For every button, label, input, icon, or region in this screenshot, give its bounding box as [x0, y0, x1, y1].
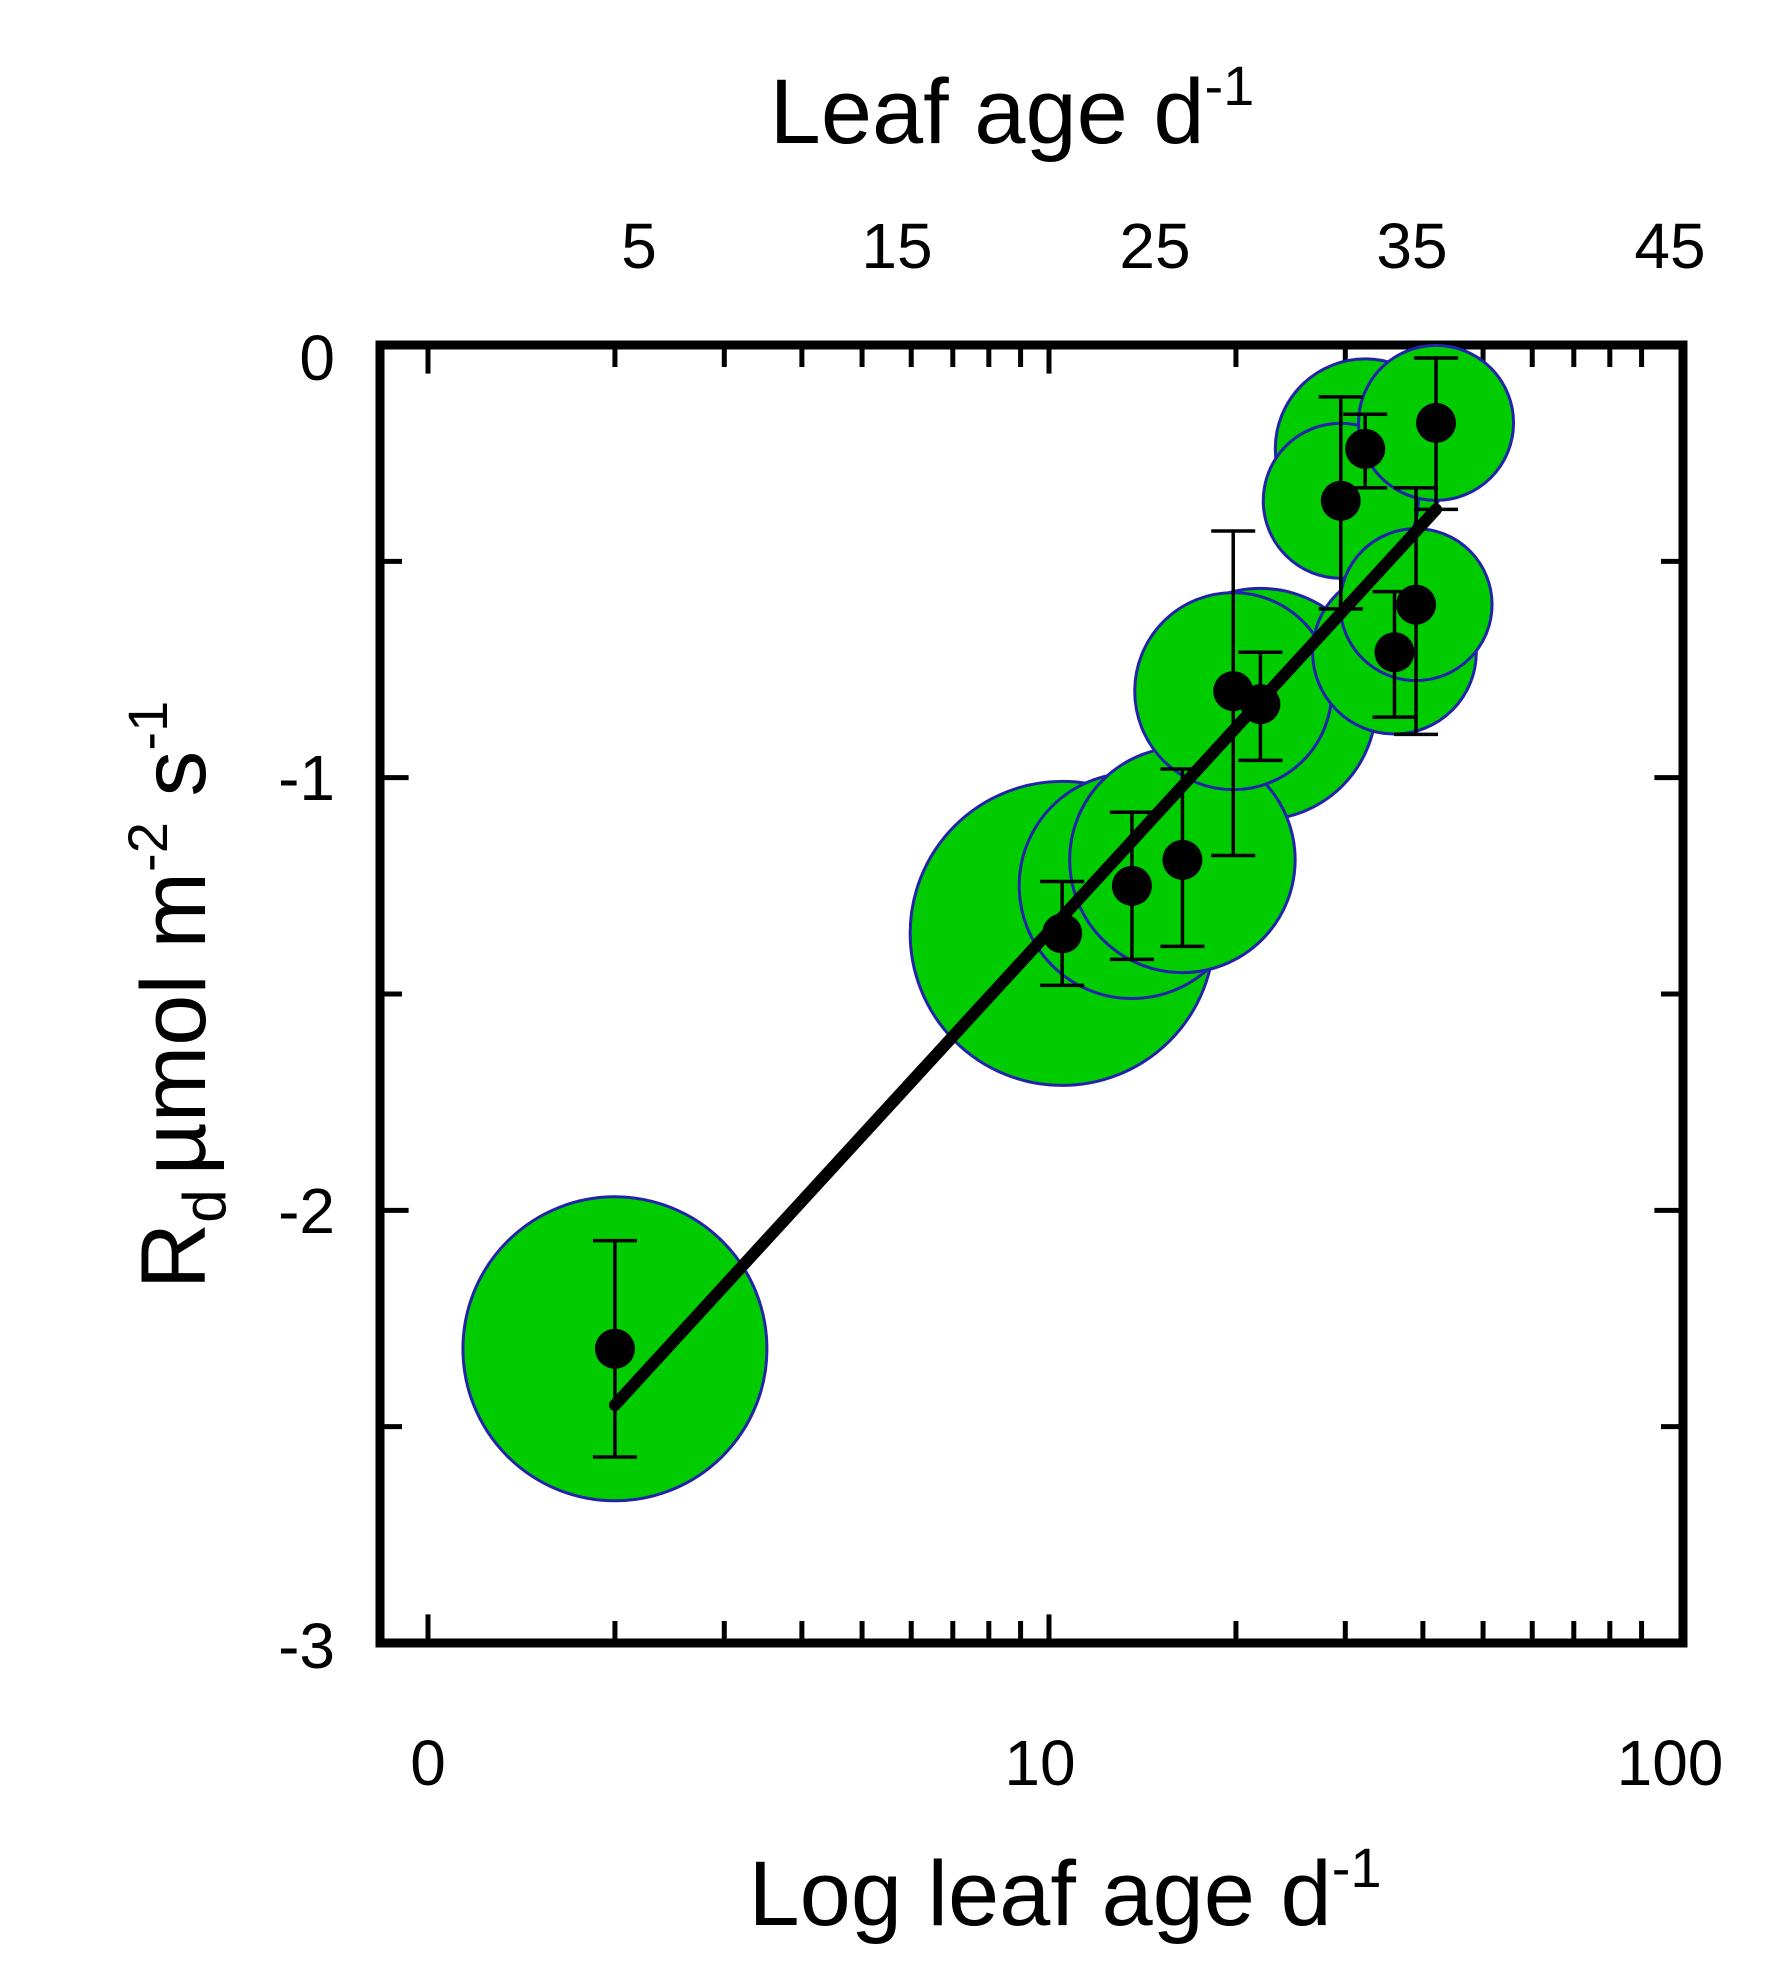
y-axis-title-unit: µmol m: [123, 872, 225, 1175]
bottom-tick-label-10: 10: [1004, 1727, 1075, 1799]
data-point: [1345, 428, 1386, 469]
regression-line: [608, 503, 1443, 1412]
y-axis-title-unit2: s: [123, 751, 225, 823]
y-axis-title-sup1: -2: [116, 822, 179, 872]
bottom-tick-label-0: 0: [410, 1727, 446, 1799]
top-axis-title-superscript: -1: [1205, 54, 1255, 117]
y-axis-title-main: R: [123, 1223, 225, 1289]
top-tick-label-25: 25: [1119, 210, 1190, 282]
data-point: [1320, 480, 1361, 521]
top-axis-title-text: Leaf age d: [770, 61, 1205, 163]
bottom-axis: 0 10 100 Log leaf age d-1: [410, 1727, 1723, 1945]
data-point: [1374, 632, 1415, 673]
top-tick-label-35: 35: [1376, 210, 1447, 282]
top-axis-title: Leaf age d-1: [770, 54, 1255, 163]
y-axis-title-subscript: d: [171, 1189, 238, 1222]
y-tick-label-minus1: -1: [278, 742, 335, 814]
bottom-axis-title-superscript: -1: [1332, 1836, 1382, 1899]
marker-layer: [594, 402, 1457, 1369]
top-tick-label-5: 5: [621, 210, 657, 282]
data-point: [1162, 839, 1203, 880]
bottom-axis-title: Log leaf age d-1: [749, 1836, 1382, 1945]
y-axis-title: Rd µmol m-2 s-1: [116, 701, 238, 1289]
top-tick-label-45: 45: [1634, 210, 1705, 282]
y-tick-label-minus2: -2: [278, 1175, 335, 1247]
y-tick-label-0: 0: [299, 322, 335, 394]
fit-line-layer: [608, 503, 1443, 1412]
data-point: [1416, 402, 1457, 443]
y-axis: 0 -1 -2 -3 Rdµmol m-2 s-1: [116, 322, 335, 1682]
data-point: [1240, 684, 1281, 725]
data-point: [1042, 913, 1083, 954]
data-point: [1111, 865, 1152, 906]
data-point: [1396, 584, 1437, 625]
axis-ticks: [380, 342, 1683, 1646]
top-axis: Leaf age d-1 5 15 25 35 45: [621, 54, 1705, 282]
y-axis-title-sup2: -1: [116, 701, 179, 751]
bubble-layer: [461, 343, 1516, 1503]
data-point: [594, 1328, 635, 1369]
bottom-axis-title-text: Log leaf age d: [749, 1843, 1332, 1945]
top-tick-label-15: 15: [861, 210, 932, 282]
bottom-tick-label-100: 100: [1617, 1727, 1724, 1799]
y-tick-label-minus3: -3: [278, 1610, 335, 1682]
